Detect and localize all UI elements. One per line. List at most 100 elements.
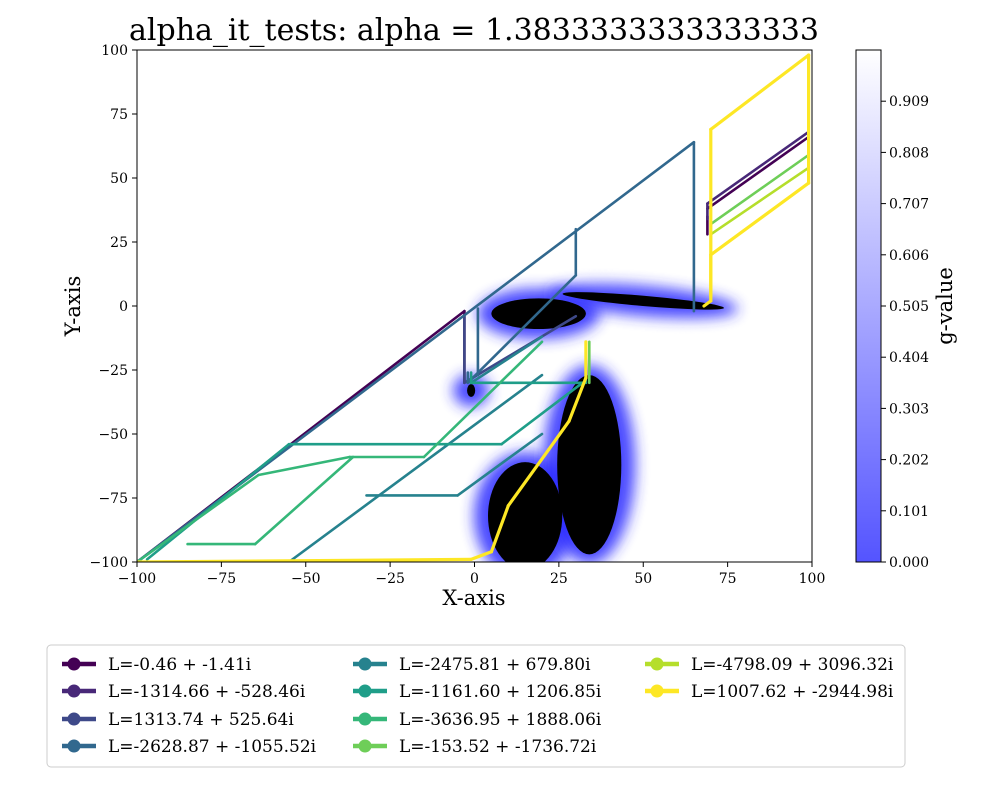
chart-title: alpha_it_tests: alpha = 1.38333333333333… — [129, 13, 819, 48]
colorbar-tick-label-0: 0.000 — [889, 555, 929, 571]
legend-label-0: L=-0.46 + -1.41i — [108, 655, 252, 675]
x-tick-label-4: 0 — [470, 571, 479, 587]
legend: L=-0.46 + -1.41i L=-1314.66 + -528.46i L=1… — [62, 655, 894, 757]
y-tick-label-7: 75 — [110, 107, 128, 123]
legend-marker-2 — [67, 712, 81, 726]
colorbar-tick-label-3: 0.303 — [889, 401, 929, 417]
series-9-segment-4 — [547, 419, 571, 451]
g-field-region-1 — [562, 292, 724, 310]
series-0-segment-3 — [706, 135, 810, 210]
legend-label-4: L=-2475.81 + 679.80i — [399, 655, 591, 675]
series-5-segment-2 — [500, 381, 584, 446]
y-tick-label-3: −25 — [98, 363, 128, 379]
colorbar-ticks: 0.000 0.101 0.202 0.303 0.404 0.505 0.606 0.707… — [881, 94, 929, 571]
legend-label-6: L=-3636.95 + 1888.06i — [399, 710, 602, 730]
series-6-segment-3 — [422, 340, 544, 459]
colorbar — [855, 49, 882, 563]
colorbar-tick-label-1: 0.101 — [889, 504, 929, 520]
x-tick-label-6: 50 — [634, 571, 652, 587]
x-tick-label-0: −100 — [118, 571, 156, 587]
legend-item-5: L=-1161.60 + 1206.85i — [353, 682, 602, 702]
series-6 — [137, 340, 544, 562]
y-axis-label: Y-axis — [61, 276, 85, 338]
legend-label-5: L=-1161.60 + 1206.85i — [399, 682, 602, 702]
series-4-segment-2 — [456, 432, 544, 497]
legend-marker-4 — [358, 657, 372, 671]
legend-label-7: L=-153.52 + -1736.72i — [399, 737, 597, 757]
series-9-segment-1 — [469, 550, 493, 562]
legend-item-9: L=1007.62 + -2944.98i — [645, 682, 894, 702]
legend-item-0: L=-0.46 + -1.41i — [62, 655, 252, 675]
g-field-region-2 — [488, 462, 563, 562]
legend-label-8: L=-4798.09 + 3096.32i — [691, 655, 894, 675]
legend-marker-8 — [650, 657, 664, 671]
y-tick-label-8: 100 — [101, 43, 128, 59]
legend-item-3: L=-2628.87 + -1055.52i — [62, 737, 317, 757]
series-9-segment-5 — [567, 376, 588, 423]
legend-item-2: L=1313.74 + 525.64i — [62, 710, 294, 730]
legend-marker-0 — [67, 657, 81, 671]
legend-item-1: L=-1314.66 + -528.46i — [62, 682, 306, 702]
series-6-segment-5 — [253, 455, 355, 546]
plot-area — [137, 53, 811, 562]
series-1-segment-0 — [706, 130, 810, 205]
colorbar-tick-label-7: 0.707 — [889, 197, 929, 213]
series-4-segment-3 — [469, 335, 544, 385]
series-4-segment-0 — [287, 373, 544, 562]
legend-marker-6 — [358, 712, 372, 726]
x-tick-label-2: −50 — [291, 571, 321, 587]
series-4 — [287, 335, 544, 562]
series-9-segment-2 — [489, 504, 510, 554]
series-1 — [706, 130, 810, 221]
series-8 — [709, 166, 810, 251]
x-tick-label-8: 100 — [799, 571, 826, 587]
series-9-segment-11 — [709, 181, 811, 257]
x-axis-ticks: −100 −75 −50 −25 0 25 50 75 100 — [118, 562, 826, 587]
legend-label-1: L=-1314.66 + -528.46i — [108, 682, 306, 702]
series-9 — [137, 53, 811, 562]
colorbar-tick-label-2: 0.202 — [889, 453, 929, 469]
x-tick-label-1: −75 — [207, 571, 237, 587]
legend-marker-7 — [358, 739, 372, 753]
series-8-segment-0 — [709, 166, 810, 236]
series-9-segment-9 — [709, 53, 811, 131]
legend-marker-5 — [358, 684, 372, 698]
series-5-segment-0 — [145, 442, 291, 561]
g-field-region-4 — [467, 384, 476, 397]
colorbar-tick-label-9: 0.909 — [889, 94, 929, 110]
g-field-regions — [467, 292, 724, 562]
y-axis-ticks: −100 −75 −50 −25 0 25 50 75 100 — [90, 43, 137, 571]
series-layer — [137, 53, 811, 562]
legend-item-4: L=-2475.81 + 679.80i — [353, 655, 591, 675]
colorbar-tick-label-6: 0.606 — [889, 248, 929, 264]
x-axis-label: X-axis — [442, 586, 505, 610]
y-tick-label-4: 0 — [119, 299, 128, 315]
legend-label-2: L=1313.74 + 525.64i — [108, 710, 294, 730]
legend-label-9: L=1007.62 + -2944.98i — [691, 682, 894, 702]
legend-item-6: L=-3636.95 + 1888.06i — [353, 710, 602, 730]
colorbar-tick-label-5: 0.505 — [889, 299, 929, 315]
x-tick-label-3: −25 — [375, 571, 405, 587]
legend-marker-9 — [650, 684, 664, 698]
y-tick-label-5: 25 — [110, 235, 128, 251]
legend-item-8: L=-4798.09 + 3096.32i — [645, 655, 894, 675]
series-7-segment-0 — [709, 153, 810, 226]
series-6-segment-1 — [257, 455, 351, 477]
y-tick-label-2: −50 — [98, 427, 128, 443]
series-6-segment-0 — [137, 473, 260, 562]
colorbar-tick-label-8: 0.808 — [889, 145, 929, 161]
legend-item-7: L=-153.52 + -1736.72i — [353, 737, 597, 757]
colorbar-tick-label-4: 0.404 — [889, 350, 929, 366]
legend-label-3: L=-2628.87 + -1055.52i — [108, 737, 317, 757]
series-3-segment-3 — [466, 273, 578, 385]
series-0 — [137, 135, 810, 562]
y-tick-label-6: 50 — [110, 171, 128, 187]
x-tick-label-7: 75 — [719, 571, 737, 587]
legend-marker-1 — [67, 684, 81, 698]
g-field-region-3 — [557, 375, 622, 555]
y-tick-label-1: −75 — [98, 491, 128, 507]
legend-marker-3 — [67, 739, 81, 753]
series-9-segment-3 — [506, 447, 551, 508]
legend-box — [46, 644, 906, 768]
